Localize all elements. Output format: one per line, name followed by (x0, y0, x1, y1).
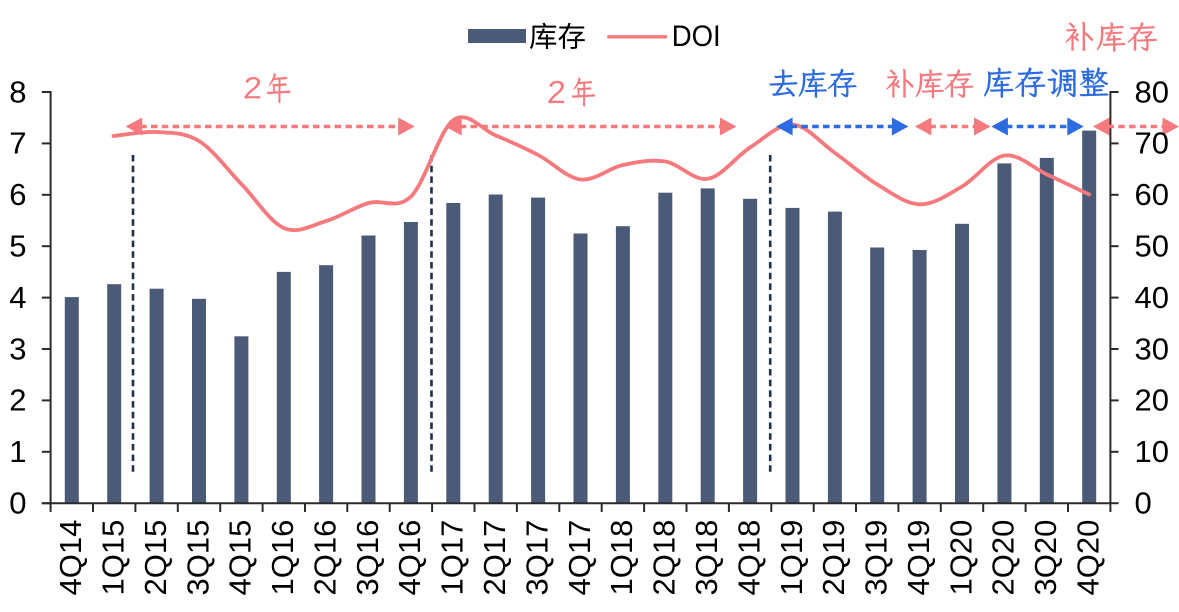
svg-text:2Q19: 2Q19 (816, 520, 851, 596)
svg-text:8: 8 (9, 74, 26, 109)
svg-text:2Q15: 2Q15 (138, 520, 173, 596)
svg-text:4Q17: 4Q17 (562, 520, 597, 596)
svg-text:2Q18: 2Q18 (647, 520, 682, 596)
svg-text:4: 4 (9, 280, 26, 315)
svg-text:10: 10 (1135, 434, 1169, 469)
svg-text:1Q18: 1Q18 (604, 520, 639, 596)
svg-text:DOI: DOI (672, 20, 721, 53)
svg-text:0: 0 (1135, 486, 1152, 521)
svg-text:70: 70 (1135, 126, 1169, 161)
svg-text:4Q16: 4Q16 (392, 520, 427, 596)
svg-text:20: 20 (1135, 383, 1169, 418)
svg-text:4Q20: 4Q20 (1071, 520, 1106, 596)
svg-text:3Q17: 3Q17 (519, 520, 554, 596)
svg-text:3Q15: 3Q15 (180, 520, 215, 596)
svg-text:0: 0 (9, 486, 26, 521)
svg-text:4Q14: 4Q14 (53, 520, 88, 596)
svg-text:4Q19: 4Q19 (901, 520, 936, 596)
svg-text:4Q18: 4Q18 (731, 520, 766, 596)
svg-text:1Q16: 1Q16 (265, 520, 300, 596)
svg-text:50: 50 (1135, 229, 1169, 264)
svg-text:1Q15: 1Q15 (96, 520, 131, 596)
svg-text:1Q17: 1Q17 (435, 520, 470, 596)
svg-text:40: 40 (1135, 280, 1169, 315)
svg-text:3Q20: 3Q20 (1028, 520, 1063, 596)
svg-text:1Q19: 1Q19 (774, 520, 809, 596)
svg-text:3Q16: 3Q16 (350, 520, 385, 596)
svg-text:7: 7 (9, 126, 26, 161)
svg-text:2Q17: 2Q17 (477, 520, 512, 596)
svg-text:3: 3 (9, 331, 26, 366)
svg-text:80: 80 (1135, 74, 1169, 109)
svg-text:3Q19: 3Q19 (859, 520, 894, 596)
svg-text:30: 30 (1135, 331, 1169, 366)
svg-text:1Q20: 1Q20 (943, 520, 978, 596)
svg-text:2Q20: 2Q20 (986, 520, 1021, 596)
svg-text:6: 6 (9, 177, 26, 212)
svg-text:3Q18: 3Q18 (689, 520, 724, 596)
svg-text:5: 5 (9, 229, 26, 264)
svg-text:60: 60 (1135, 177, 1169, 212)
svg-text:1: 1 (9, 434, 26, 469)
svg-text:2Q16: 2Q16 (307, 520, 342, 596)
svg-text:4Q15: 4Q15 (223, 520, 258, 596)
svg-text:2: 2 (9, 383, 26, 418)
